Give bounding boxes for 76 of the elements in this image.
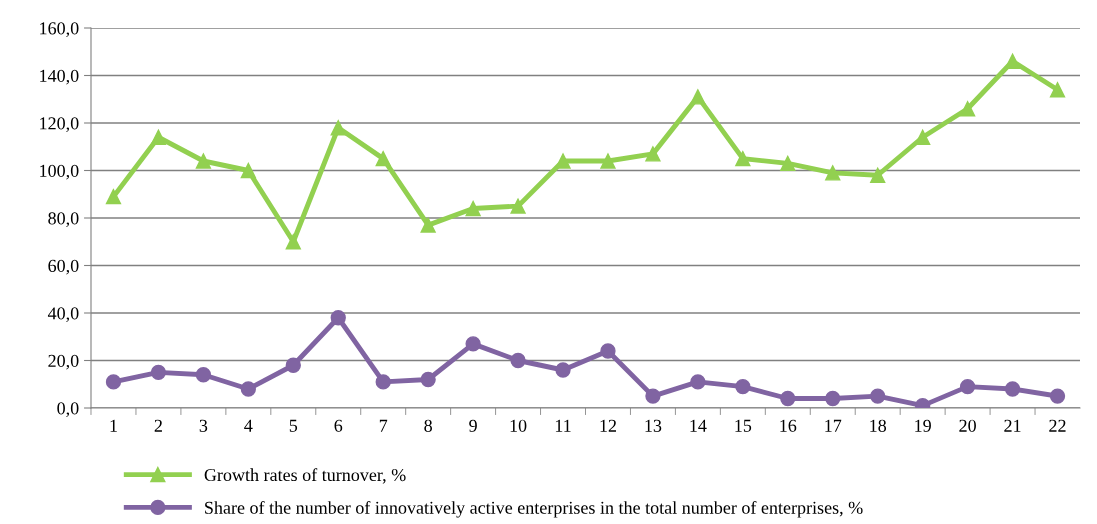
point: [330, 310, 346, 326]
y-tick-label: 20,0: [48, 354, 79, 370]
point: [870, 167, 886, 183]
x-tick-label: 9: [469, 419, 477, 432]
x-tick-label: 7: [379, 419, 388, 432]
point: [510, 352, 526, 369]
x-tick-label: 17: [825, 419, 842, 432]
point: [105, 188, 122, 205]
x-tick-label: 13: [645, 419, 662, 432]
x-tick-label: 5: [289, 419, 298, 432]
x-tick-label: 20: [959, 419, 976, 432]
y-tick-label: 40,0: [47, 307, 79, 323]
point: [600, 153, 616, 169]
legend-label: Share of the number of innovatively active enterprises in the total number of enterprises, %: [205, 500, 863, 518]
y-tick-label: 80,0: [48, 212, 79, 228]
point: [780, 155, 796, 172]
x-tick-label: 19: [915, 419, 931, 432]
point: [555, 362, 571, 378]
point: [465, 336, 481, 352]
x-tick-label: 22: [1049, 419, 1066, 432]
point: [825, 390, 841, 407]
point: [510, 198, 526, 214]
x-tick-label: 3: [199, 419, 208, 432]
y-tick-label: 160,0: [40, 22, 79, 38]
point: [915, 129, 931, 145]
point: [959, 378, 976, 395]
point: [870, 388, 886, 404]
point: [735, 150, 751, 167]
point: [150, 129, 167, 145]
y-tick-label: 0,0: [57, 402, 79, 418]
point: [690, 374, 706, 390]
y-tick-label: 140,0: [40, 69, 79, 85]
point: [1049, 82, 1066, 98]
point: [195, 367, 212, 383]
x-tick-label: 12: [600, 419, 617, 432]
x-tick-label: 18: [870, 419, 887, 432]
x-tick-label: 10: [510, 419, 527, 432]
point: [420, 371, 436, 388]
point: [240, 381, 256, 397]
point: [1049, 388, 1066, 404]
point: [735, 378, 751, 395]
point: [645, 388, 661, 404]
x-tick-label: 14: [690, 419, 707, 432]
x-tick-label: 8: [424, 419, 432, 432]
point: [780, 390, 796, 407]
point: [375, 374, 391, 390]
legend-label: Growth rates of turnover, %: [204, 468, 406, 484]
point: [195, 153, 212, 169]
y-tick-label: 120,0: [40, 117, 79, 133]
point: [645, 146, 661, 162]
x-tick-label: 16: [780, 419, 797, 432]
point: [105, 374, 122, 390]
point: [375, 150, 391, 167]
point: [420, 217, 436, 233]
point: [959, 101, 976, 117]
x-tick-label: 21: [1004, 419, 1021, 432]
x-tick-label: 2: [154, 419, 162, 432]
x-tick-label: 6: [334, 419, 343, 432]
point: [240, 162, 256, 179]
point: [465, 200, 481, 217]
x-tick-label: 11: [555, 419, 571, 432]
point: [555, 153, 571, 169]
point: [825, 165, 841, 181]
y-tick-label: 60,0: [48, 259, 79, 275]
point: [690, 89, 706, 105]
point: [1004, 53, 1021, 69]
point: [600, 343, 616, 359]
point: [330, 120, 346, 136]
x-tick-label: 4: [244, 419, 253, 432]
point: [285, 234, 301, 250]
y-tick-label: 100,0: [40, 164, 79, 180]
point: [1004, 381, 1021, 397]
point: [285, 357, 301, 373]
x-tick-label: 15: [735, 419, 752, 432]
x-tick-label: 1: [110, 419, 117, 432]
point: [150, 364, 167, 381]
